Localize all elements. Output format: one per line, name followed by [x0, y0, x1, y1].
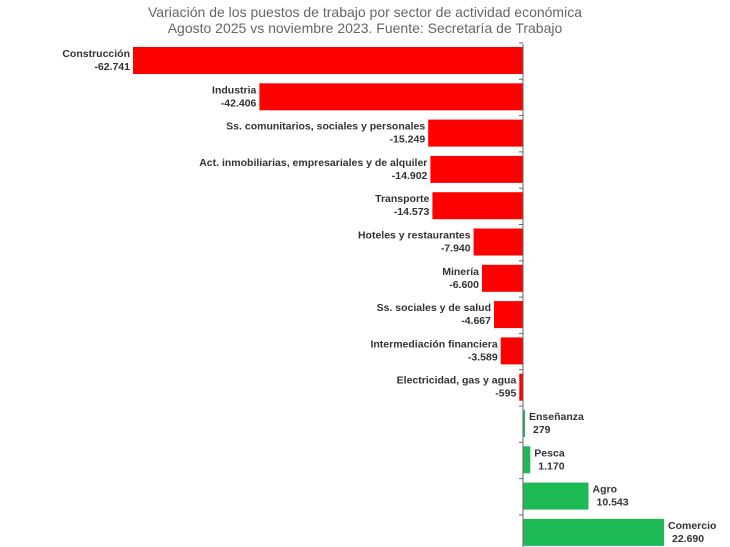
category-label: Ss. sociales y de salud [377, 302, 491, 314]
value-label: -4.667 [461, 315, 491, 327]
value-label: 10.543 [597, 497, 629, 509]
category-label: Ss. comunitarios, sociales y personales [226, 121, 425, 133]
bar [430, 155, 523, 183]
value-label: 22.690 [672, 533, 704, 545]
category-label: Comercio [668, 520, 716, 532]
category-label: Enseñanza [529, 411, 584, 423]
bar [523, 410, 525, 437]
category-label: Intermediación financiera [370, 338, 497, 350]
category-label: Electricidad, gas y agua [397, 375, 517, 387]
chart-title: Variación de los puestos de trabajo por … [148, 4, 582, 20]
value-label: -14.573 [394, 206, 430, 218]
category-label: Agro [593, 484, 618, 496]
value-label: -14.902 [392, 170, 428, 182]
category-label: Act. inmobiliarias, empresariales y de a… [199, 157, 427, 169]
category-label: Minería [442, 266, 479, 278]
value-label: -7.940 [441, 243, 471, 255]
bar [428, 119, 523, 147]
bar [133, 47, 523, 74]
value-label: -42.406 [221, 97, 257, 109]
bar [523, 482, 589, 510]
category-label: Pesca [534, 447, 565, 459]
value-label: -3.589 [468, 351, 498, 363]
bar [519, 373, 523, 401]
value-label: -62.741 [94, 61, 130, 73]
category-label: Transporte [375, 193, 429, 205]
value-label: -595 [495, 388, 516, 400]
bar [259, 83, 523, 111]
bar [523, 446, 531, 474]
category-label: Hoteles y restaurantes [358, 230, 471, 242]
value-label: 279 [533, 424, 551, 436]
value-label: -6.600 [449, 279, 479, 291]
category-label: Construcción [62, 48, 130, 60]
bar [432, 192, 523, 220]
bar [473, 228, 523, 256]
bar [494, 301, 523, 329]
value-label: -15.249 [390, 134, 426, 146]
chart-subtitle: Agosto 2025 vs noviembre 2023. Fuente: S… [167, 20, 563, 36]
bar [482, 264, 523, 292]
category-label: Industria [212, 84, 256, 96]
value-label: 1.170 [538, 460, 564, 472]
bar [500, 337, 523, 365]
bar [523, 518, 664, 546]
